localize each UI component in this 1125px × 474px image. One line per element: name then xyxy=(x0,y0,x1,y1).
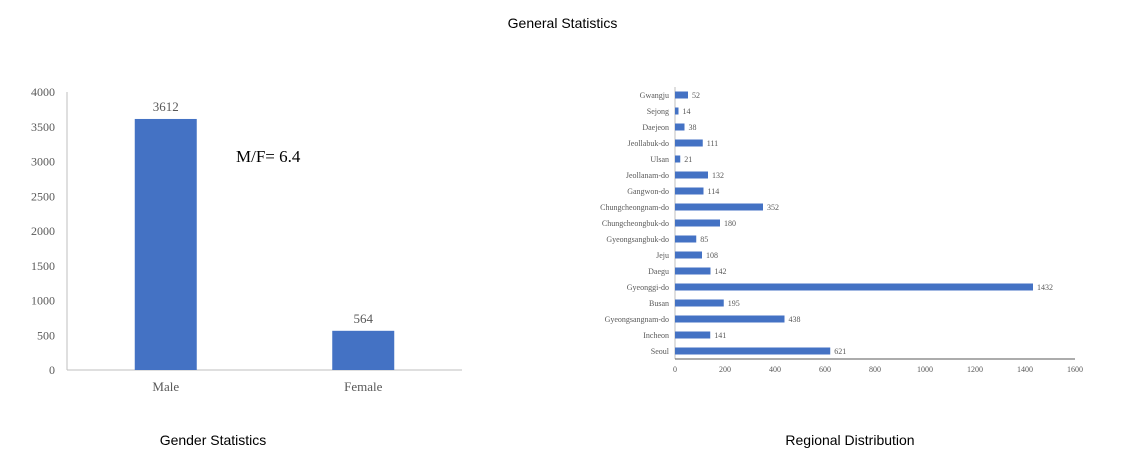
data-label: 108 xyxy=(706,251,718,260)
data-label: 38 xyxy=(689,123,697,132)
y-tick-label: 1000 xyxy=(31,294,55,308)
bar xyxy=(675,235,697,243)
x-tick-label: 1000 xyxy=(917,365,933,374)
data-label: 142 xyxy=(715,267,727,276)
bar xyxy=(675,155,681,163)
y-tick-label: 4000 xyxy=(31,85,55,99)
data-label: 111 xyxy=(707,139,718,148)
bar xyxy=(675,91,688,99)
y-tick-label: Busan xyxy=(649,299,669,308)
data-label: 141 xyxy=(714,331,726,340)
x-tick-label: 800 xyxy=(869,365,881,374)
data-label: 621 xyxy=(834,347,846,356)
bar xyxy=(675,283,1033,291)
y-tick-label: Seoul xyxy=(651,347,670,356)
bar xyxy=(675,251,702,259)
ratio-annotation: M/F= 6.4 xyxy=(236,147,301,166)
y-tick-label: Chungcheongbuk-do xyxy=(602,219,669,228)
y-tick-label: Gwangju xyxy=(640,91,669,100)
data-label: 352 xyxy=(767,203,779,212)
data-label: 3612 xyxy=(153,99,179,114)
regional-chart-caption: Regional Distribution xyxy=(785,432,915,448)
bar xyxy=(675,219,720,227)
y-tick-label: 1500 xyxy=(31,259,55,273)
bar xyxy=(675,203,763,211)
y-tick-label: 2000 xyxy=(31,224,55,238)
gender-chart: 0 500 1000 1500 2000 2500 3000 3500 4000 3612 Male… xyxy=(31,85,462,394)
y-tick-label: Gyeongsangnam-do xyxy=(605,315,669,324)
data-label: 14 xyxy=(683,107,691,116)
x-tick-label: 600 xyxy=(819,365,831,374)
y-tick-label: 0 xyxy=(49,363,55,377)
data-label: 195 xyxy=(728,299,740,308)
y-tick-label: Daejeon xyxy=(642,123,669,132)
regional-chart: 0 200 400 600 800 1000 1200 1400 1600 Gwangju 52 Se… xyxy=(600,87,1083,374)
data-label: 52 xyxy=(692,91,700,100)
y-tick-label: Incheon xyxy=(643,331,669,340)
x-tick-label: 400 xyxy=(769,365,781,374)
bar xyxy=(675,187,704,195)
bar xyxy=(675,123,685,131)
y-tick-label: Jeju xyxy=(656,251,669,260)
page-title: General Statistics xyxy=(507,15,618,31)
x-tick-label: Female xyxy=(344,379,382,394)
data-label: 564 xyxy=(354,311,374,326)
x-tick-label: 200 xyxy=(719,365,731,374)
bar xyxy=(675,107,679,115)
bar xyxy=(332,330,395,370)
y-tick-label: Gyeonggi-do xyxy=(627,283,669,292)
bar xyxy=(675,315,785,323)
x-tick-label: 1600 xyxy=(1067,365,1083,374)
bar xyxy=(675,267,711,275)
y-tick-label: Daegu xyxy=(648,267,669,276)
x-tick-label: 0 xyxy=(673,365,677,374)
x-tick-label: Male xyxy=(152,379,179,394)
y-tick-label: Sejong xyxy=(647,107,669,116)
bar xyxy=(675,139,703,147)
y-tick-label: Gangwon-do xyxy=(627,187,669,196)
bar xyxy=(675,299,724,307)
data-label: 85 xyxy=(700,235,708,244)
y-tick-label: Jeollanam-do xyxy=(626,171,669,180)
bar xyxy=(675,347,831,355)
data-label: 114 xyxy=(708,187,720,196)
gender-chart-caption: Gender Statistics xyxy=(159,432,267,448)
bar xyxy=(675,171,708,179)
bar xyxy=(675,331,711,339)
y-tick-label: 500 xyxy=(37,328,55,342)
data-label: 132 xyxy=(712,171,724,180)
y-tick-label: Jeollabuk-do xyxy=(628,139,669,148)
y-tick-label: Gyeongsangbuk-do xyxy=(606,235,669,244)
y-tick-label: 3000 xyxy=(31,155,55,169)
bar xyxy=(134,118,197,370)
x-tick-label: 1400 xyxy=(1017,365,1033,374)
y-tick-label: Ulsan xyxy=(650,155,669,164)
x-tick-label: 1200 xyxy=(967,365,983,374)
data-label: 21 xyxy=(684,155,692,164)
data-label: 180 xyxy=(724,219,736,228)
data-label: 1432 xyxy=(1037,283,1053,292)
y-tick-label: 2500 xyxy=(31,189,55,203)
y-tick-label: 3500 xyxy=(31,120,55,134)
y-tick-label: Chungcheongnam-do xyxy=(600,203,669,212)
data-label: 438 xyxy=(789,315,801,324)
